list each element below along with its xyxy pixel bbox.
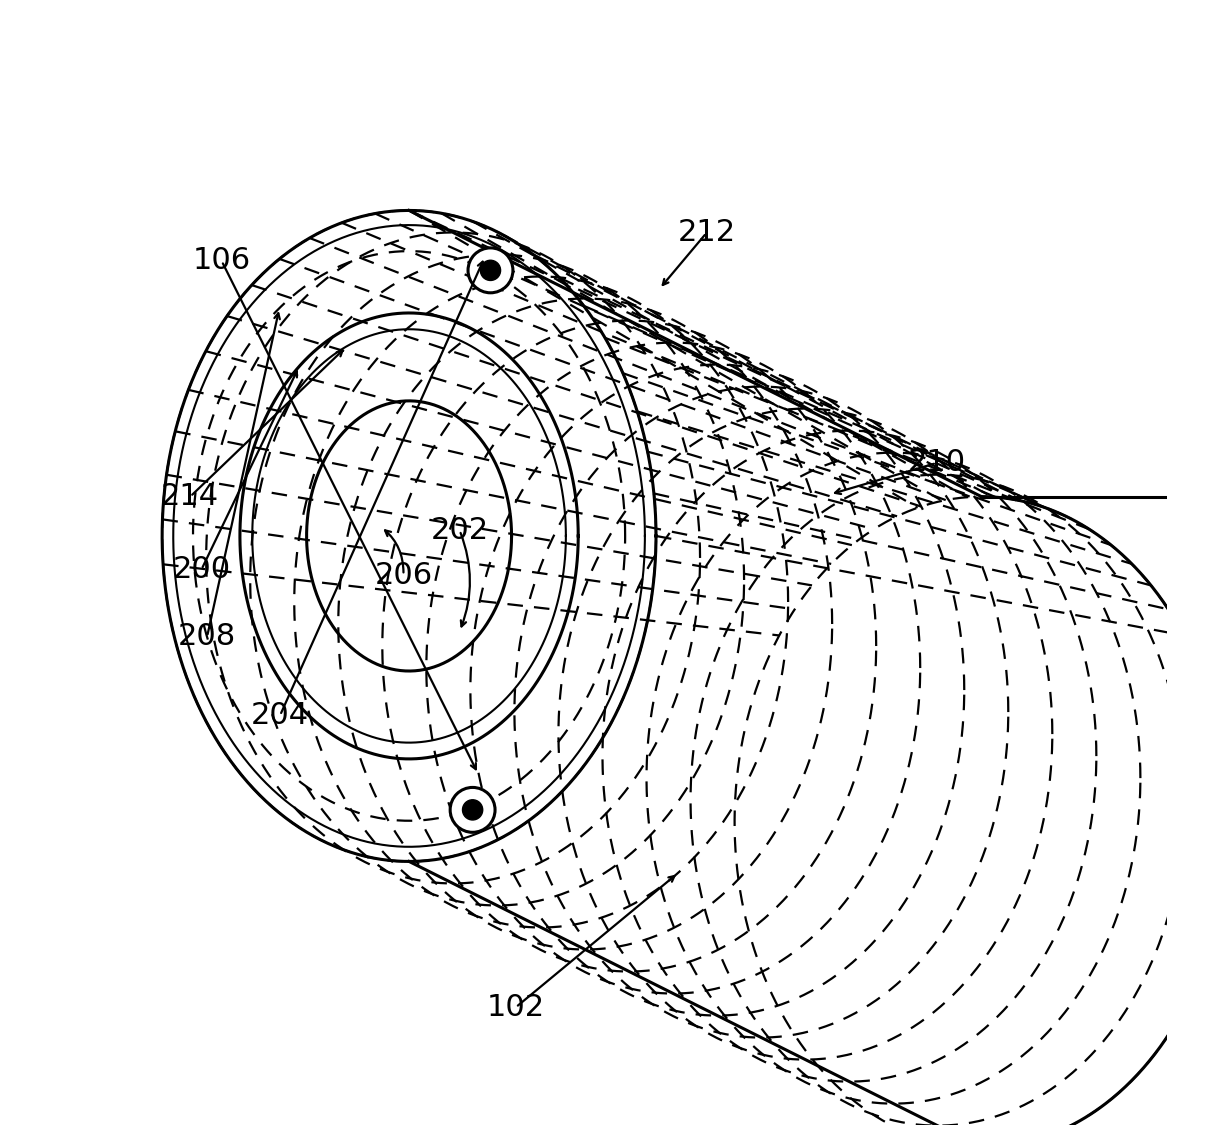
Text: 214: 214 — [161, 482, 219, 511]
Text: 200: 200 — [172, 555, 230, 584]
Text: 204: 204 — [251, 700, 309, 730]
Text: 106: 106 — [193, 246, 251, 275]
Text: 212: 212 — [677, 219, 735, 247]
Circle shape — [481, 261, 500, 281]
Text: 202: 202 — [431, 515, 489, 545]
Text: 102: 102 — [487, 993, 545, 1022]
Circle shape — [463, 800, 483, 820]
Circle shape — [467, 248, 513, 293]
Text: 206: 206 — [374, 561, 432, 590]
Text: 210: 210 — [907, 449, 965, 477]
Circle shape — [450, 787, 495, 832]
Text: 208: 208 — [178, 623, 236, 652]
